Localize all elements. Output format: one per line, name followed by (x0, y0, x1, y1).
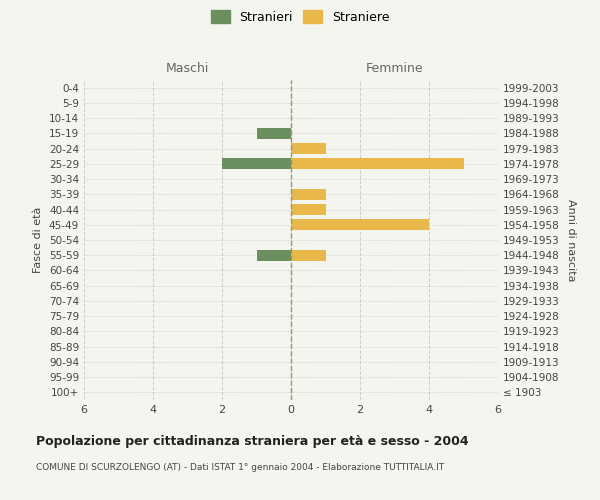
Bar (257, 128, 291, 138)
Bar (222, 158, 291, 169)
Bar (291, 143, 325, 154)
Y-axis label: Fasce di età: Fasce di età (34, 207, 43, 273)
Bar (291, 189, 325, 200)
Bar (291, 158, 464, 169)
Text: Popolazione per cittadinanza straniera per età e sesso - 2004: Popolazione per cittadinanza straniera p… (36, 435, 469, 448)
Bar (257, 250, 291, 260)
Bar (291, 250, 325, 260)
Bar (291, 220, 429, 230)
Y-axis label: Anni di nascita: Anni di nascita (566, 198, 576, 281)
Text: Maschi: Maschi (166, 62, 209, 75)
Bar (291, 204, 325, 215)
Legend: Stranieri, Straniere: Stranieri, Straniere (207, 6, 393, 28)
Text: Femmine: Femmine (365, 62, 424, 75)
Text: COMUNE DI SCURZOLENGO (AT) - Dati ISTAT 1° gennaio 2004 - Elaborazione TUTTITALI: COMUNE DI SCURZOLENGO (AT) - Dati ISTAT … (36, 462, 444, 471)
